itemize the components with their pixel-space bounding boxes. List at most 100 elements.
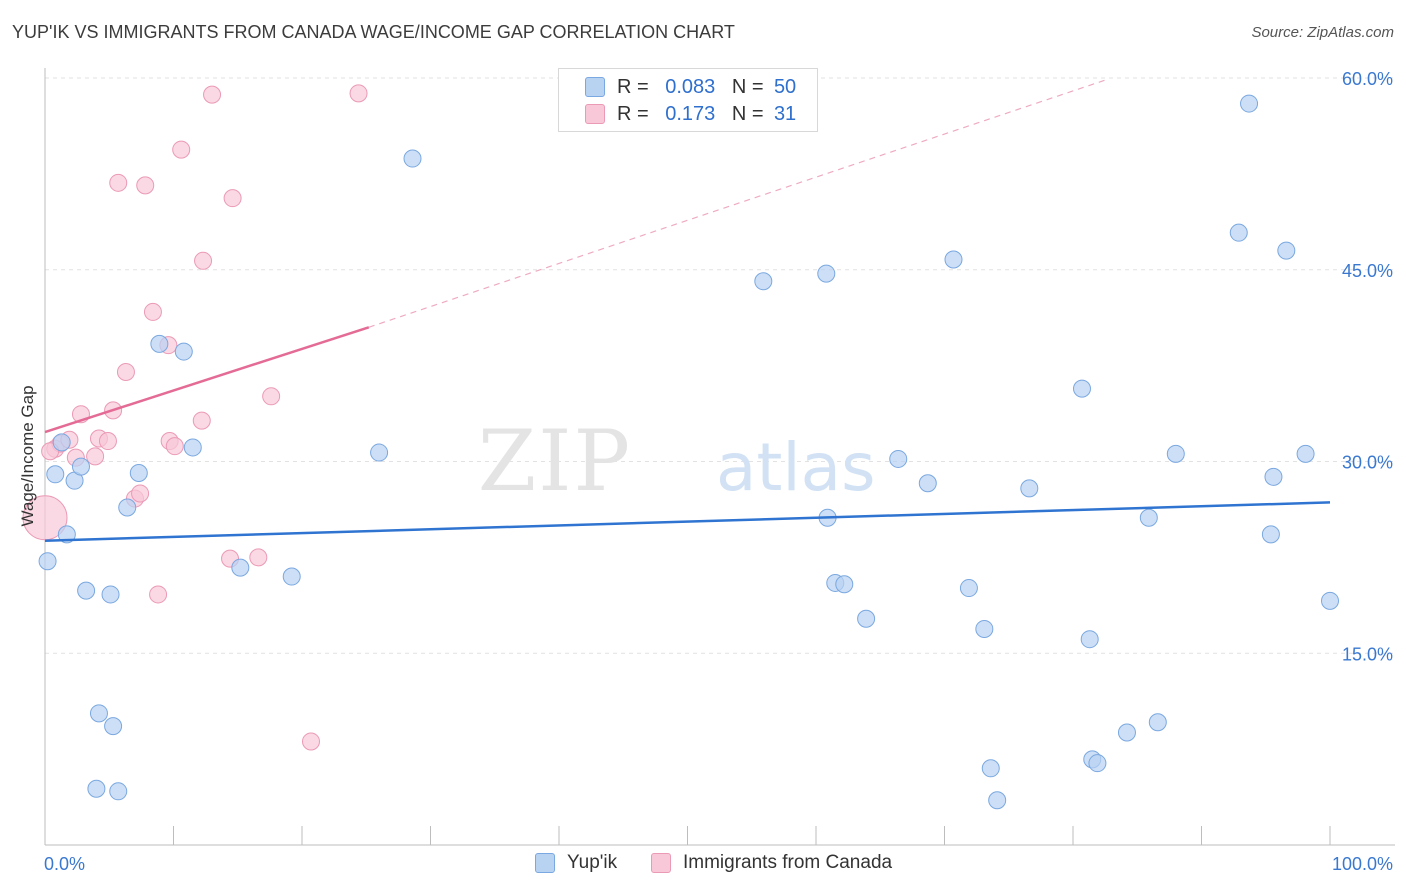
data-point-yupik <box>754 272 773 291</box>
data-point-yupik <box>857 609 876 628</box>
data-point-canada <box>249 548 268 567</box>
data-point-yupik <box>71 457 90 476</box>
data-point-yupik <box>1261 525 1280 544</box>
data-point-yupik <box>889 449 908 468</box>
data-point-yupik <box>918 474 937 493</box>
data-point-yupik <box>231 558 250 577</box>
data-point-yupik <box>370 443 389 462</box>
data-point-yupik <box>1240 94 1259 113</box>
data-point-yupik <box>77 581 96 600</box>
watermark-zip: ZIP <box>478 412 632 510</box>
source-label: Source: ZipAtlas.com <box>1251 24 1394 41</box>
data-point-canada <box>143 302 162 321</box>
data-point-yupik <box>1139 508 1158 527</box>
legend-r-value-canada: 0.173 <box>665 102 716 125</box>
data-point-yupik <box>944 250 963 269</box>
series-legend-yupik[interactable]: Yup'ik <box>535 852 617 874</box>
series-legend-swatch-yupik <box>535 853 555 873</box>
data-point-canada <box>131 484 150 503</box>
legend-swatch-canada <box>585 104 605 124</box>
data-point-yupik <box>1080 630 1099 649</box>
data-point-yupik <box>183 438 202 457</box>
data-point-yupik <box>1148 713 1167 732</box>
trend-line-canada <box>44 326 370 434</box>
data-point-yupik <box>150 334 169 353</box>
data-point-yupik <box>1229 223 1248 242</box>
data-point-yupik <box>1277 241 1296 260</box>
data-point-yupik <box>988 791 1007 810</box>
watermark: ZIP atlas <box>478 412 876 510</box>
legend-r-label: R = <box>617 75 649 98</box>
legend-n-label: N = <box>731 102 764 125</box>
data-point-yupik <box>403 149 422 168</box>
series-pink-points <box>22 84 368 751</box>
trend-line-yupik <box>44 501 1331 543</box>
legend-n-label: N = <box>731 75 764 98</box>
data-point-yupik <box>87 779 106 798</box>
data-point-yupik <box>959 579 978 598</box>
data-point-canada <box>203 85 222 104</box>
data-point-yupik <box>89 704 108 723</box>
data-point-yupik <box>129 464 148 483</box>
y-tick-label: 15.0% <box>1342 644 1393 664</box>
series-legend-canada[interactable]: Immigrants from Canada <box>651 852 892 874</box>
data-point-canada <box>223 189 242 208</box>
data-point-yupik <box>118 498 137 517</box>
data-point-canada <box>98 432 117 451</box>
data-point-yupik <box>1321 591 1339 610</box>
y-tick-labels: 15.0% 30.0% 45.0% 60.0% <box>1342 69 1393 664</box>
data-point-yupik <box>52 433 71 452</box>
trend-lines <box>44 78 1331 543</box>
legend-n-value-yupik: 50 <box>773 75 797 98</box>
y-tick-label: 30.0% <box>1342 453 1393 473</box>
data-point-yupik <box>835 575 854 594</box>
data-point-yupik <box>1264 467 1283 486</box>
stats-legend: R = 0.083 N = 50 R = 0.173 N = 31 <box>558 68 818 132</box>
data-point-canada <box>165 437 184 456</box>
legend-row-yupik: R = 0.083 N = 50 <box>585 75 801 99</box>
x-tick-label: 100.0% <box>1332 854 1393 874</box>
data-point-yupik <box>1117 723 1136 742</box>
data-point-yupik <box>975 619 994 638</box>
data-point-canada <box>136 176 155 195</box>
data-point-canada <box>349 84 368 103</box>
y-axis-label: Wage/Income Gap <box>18 385 37 526</box>
series-legend-swatch-canada <box>651 853 671 873</box>
data-point-yupik <box>1088 754 1107 773</box>
data-point-yupik <box>1296 444 1315 463</box>
data-point-yupik <box>38 552 57 571</box>
legend-row-canada: R = 0.173 N = 31 <box>585 102 801 126</box>
data-point-yupik <box>57 525 76 544</box>
series-legend-label-canada: Immigrants from Canada <box>683 852 893 873</box>
data-point-yupik <box>981 759 1000 778</box>
legend-n-value-canada: 31 <box>773 102 797 125</box>
legend-swatch-yupik <box>585 77 605 97</box>
chart-title: YUP'IK VS IMMIGRANTS FROM CANADA WAGE/IN… <box>12 22 735 42</box>
y-tick-label: 45.0% <box>1342 261 1393 281</box>
series-legend: Yup'ik Immigrants from Canada <box>0 852 1406 878</box>
x-tick-labels: 0.0% 100.0% <box>44 854 1393 874</box>
data-point-canada <box>262 387 281 406</box>
data-point-canada <box>86 447 105 466</box>
y-tick-label: 60.0% <box>1342 69 1393 89</box>
data-point-yupik <box>1072 379 1091 398</box>
watermark-atlas: atlas <box>716 429 876 506</box>
data-point-canada <box>192 411 211 430</box>
data-point-yupik <box>282 567 301 586</box>
data-point-canada <box>149 585 168 604</box>
data-point-yupik <box>109 782 128 801</box>
data-point-canada <box>109 173 128 192</box>
data-point-yupik <box>1166 444 1185 463</box>
data-point-yupik <box>104 717 123 736</box>
data-point-yupik <box>46 465 65 484</box>
data-point-yupik <box>101 585 120 604</box>
series-legend-label-yupik: Yup'ik <box>567 852 618 873</box>
data-point-yupik <box>174 342 193 361</box>
legend-r-label: R = <box>617 102 649 125</box>
data-point-canada <box>116 363 135 382</box>
data-point-canada <box>301 732 320 751</box>
data-point-canada <box>172 140 191 159</box>
data-point-yupik <box>1020 479 1039 498</box>
trend-line-canada-extension <box>368 78 1108 328</box>
